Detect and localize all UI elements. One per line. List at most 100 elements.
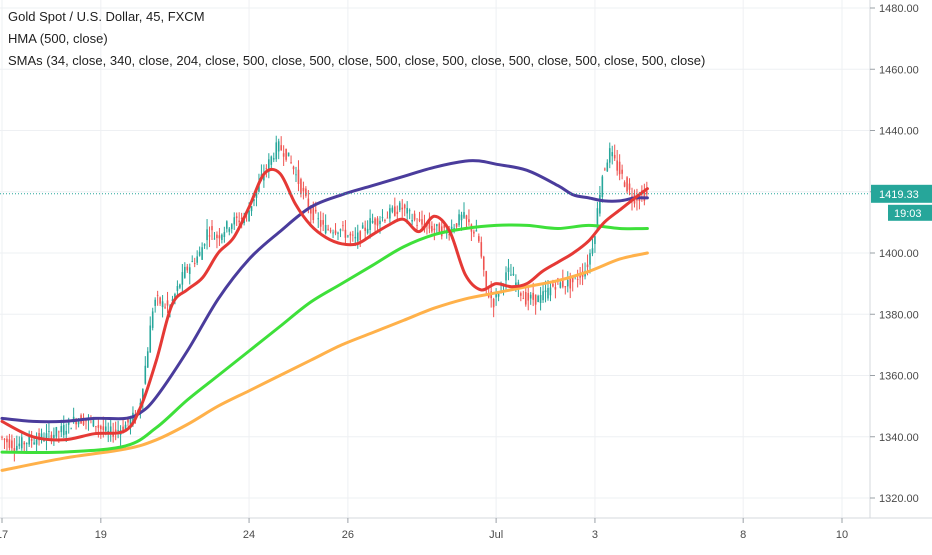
price-tick-label: 1340.00 [879, 432, 919, 444]
up-candle-body [188, 267, 191, 274]
down-candle-body [413, 213, 416, 220]
up-candle-body [179, 284, 181, 288]
up-candle-body [161, 301, 164, 308]
down-candle-body [468, 219, 470, 223]
down-candle-body [285, 148, 287, 160]
down-candle-body [8, 439, 11, 448]
down-candle-body [534, 294, 537, 305]
down-candle-body [334, 230, 337, 234]
up-candle-body [354, 236, 357, 239]
down-candle-body [1, 436, 3, 438]
up-candle-body [406, 207, 408, 214]
down-candle-body [492, 298, 495, 308]
up-candle-body [361, 225, 364, 229]
down-candle-body [310, 208, 312, 214]
up-candle-body [70, 428, 72, 430]
down-candle-body [112, 433, 114, 437]
down-candle-body [480, 242, 483, 257]
down-candle-body [327, 228, 329, 230]
up-candle-body [339, 229, 342, 231]
down-candle-body [522, 298, 525, 300]
down-candle-body [384, 220, 386, 222]
up-candle-body [601, 176, 604, 198]
time-axis-bg[interactable] [0, 518, 932, 550]
down-candle-body [571, 277, 574, 283]
price-tick-label: 1480.00 [879, 3, 919, 15]
up-candle-body [129, 418, 132, 427]
down-candle-body [102, 426, 105, 431]
current-price-label: 1419.33 [879, 189, 919, 201]
down-candle-body [403, 204, 406, 209]
down-candle-body [342, 225, 344, 227]
down-candle-body [487, 294, 490, 298]
up-candle-body [53, 434, 55, 439]
up-candle-body [287, 152, 290, 157]
up-candle-body [295, 174, 297, 176]
up-candle-body [542, 291, 544, 301]
up-candle-body [226, 221, 228, 229]
price-tick-label: 1400.00 [879, 248, 919, 260]
down-candle-body [305, 188, 307, 196]
up-candle-body [589, 253, 591, 265]
current-price-badge [871, 184, 932, 203]
up-candle-body [379, 220, 381, 225]
up-candle-body [28, 435, 30, 445]
down-candle-body [97, 425, 100, 428]
down-candle-body [307, 198, 310, 210]
down-candle-body [465, 215, 468, 220]
up-candle-body [317, 218, 320, 220]
down-candle-body [394, 206, 396, 216]
down-candle-body [554, 287, 557, 290]
down-candle-body [586, 264, 589, 268]
down-candle-body [616, 160, 618, 171]
up-candle-body [196, 256, 198, 263]
up-candle-body [33, 442, 35, 445]
up-candle-body [230, 224, 233, 229]
up-candle-body [60, 426, 63, 433]
down-candle-body [322, 220, 324, 225]
time-tick-label: 17 [0, 529, 8, 541]
down-candle-body [38, 433, 40, 441]
up-candle-body [411, 219, 413, 222]
smas-legend[interactable]: SMAs (34, close, 340, close, 204, close,… [8, 53, 706, 68]
up-candle-body [45, 433, 48, 440]
grid [0, 0, 870, 518]
up-candle-body [92, 417, 95, 427]
up-candle-body [337, 232, 339, 234]
up-candle-body [507, 267, 510, 272]
up-candle-body [611, 152, 614, 157]
up-candle-body [198, 251, 201, 256]
down-candle-body [82, 417, 85, 425]
up-candle-body [40, 433, 43, 439]
price-axis-bg[interactable] [870, 0, 932, 550]
price-tick-label: 1380.00 [879, 309, 919, 321]
up-candle-body [277, 141, 280, 152]
up-candle-body [124, 424, 127, 432]
down-candle-body [280, 145, 282, 151]
up-candle-body [559, 282, 562, 288]
price-tick-label: 1320.00 [879, 493, 919, 505]
symbol-title[interactable]: Gold Spot / U.S. Dollar, 45, FXCM [8, 9, 205, 24]
down-candle-body [421, 219, 423, 225]
down-candle-body [569, 277, 572, 289]
time-tick-label: 8 [740, 529, 746, 541]
up-candle-body [181, 272, 184, 285]
down-candle-body [613, 154, 616, 159]
down-candle-body [218, 235, 221, 239]
hma-legend[interactable]: HMA (500, close) [8, 31, 108, 46]
down-candle-body [114, 429, 117, 432]
indicator-line-3 [0, 251, 649, 472]
indicator-lines [0, 159, 649, 472]
down-candle-body [478, 236, 480, 242]
down-candle-body [3, 438, 6, 440]
up-candle-body [176, 286, 179, 291]
down-candle-body [604, 168, 606, 170]
down-candle-body [238, 220, 240, 223]
down-candle-body [300, 179, 302, 194]
time-tick-label: 10 [836, 529, 848, 541]
up-candle-body [270, 156, 273, 165]
up-candle-body [539, 295, 542, 303]
down-candle-body [455, 223, 458, 227]
